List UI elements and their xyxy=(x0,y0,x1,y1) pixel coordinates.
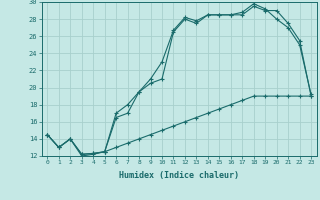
X-axis label: Humidex (Indice chaleur): Humidex (Indice chaleur) xyxy=(119,171,239,180)
